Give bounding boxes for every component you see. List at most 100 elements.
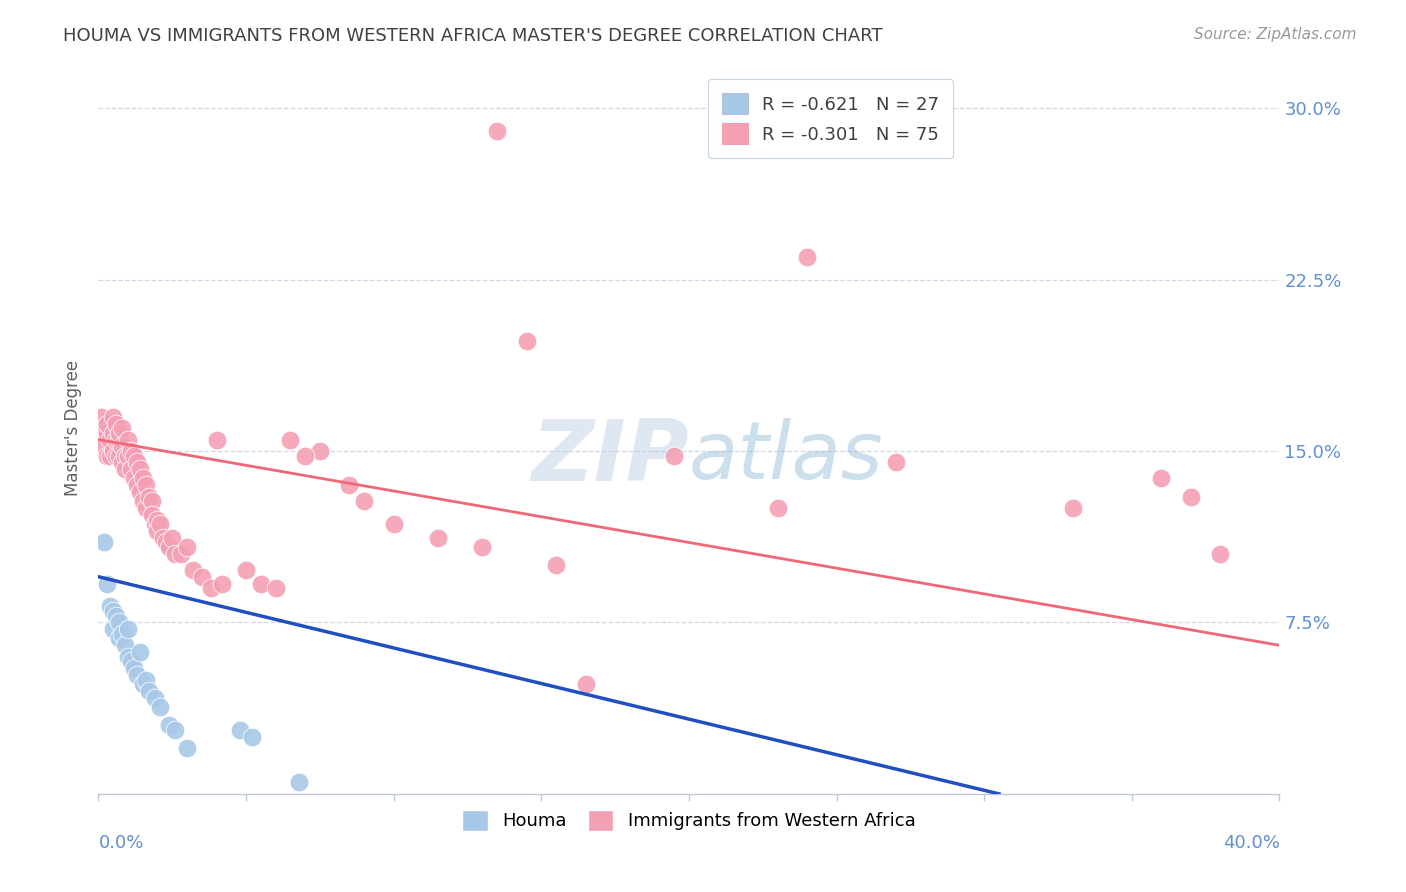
Point bbox=[96, 576, 118, 591]
Point bbox=[264, 581, 287, 595]
Point bbox=[93, 421, 115, 435]
Point bbox=[157, 718, 180, 732]
Point bbox=[132, 471, 155, 485]
Text: Source: ZipAtlas.com: Source: ZipAtlas.com bbox=[1194, 27, 1357, 42]
Point bbox=[135, 501, 157, 516]
Point bbox=[229, 723, 252, 737]
Point bbox=[111, 455, 134, 469]
Point bbox=[96, 449, 118, 463]
Point bbox=[191, 570, 214, 584]
Point bbox=[309, 444, 332, 458]
Point bbox=[103, 409, 125, 424]
Point bbox=[120, 462, 142, 476]
Legend: Houma, Immigrants from Western Africa: Houma, Immigrants from Western Africa bbox=[453, 801, 925, 839]
Point bbox=[98, 449, 121, 463]
Y-axis label: Master's Degree: Master's Degree bbox=[65, 360, 83, 496]
Point bbox=[884, 455, 907, 469]
Point bbox=[294, 449, 316, 463]
Point bbox=[108, 632, 131, 646]
Point bbox=[141, 508, 163, 522]
Point bbox=[114, 462, 136, 476]
Point bbox=[96, 417, 118, 431]
Point bbox=[93, 535, 115, 549]
Point bbox=[165, 723, 187, 737]
Point bbox=[125, 478, 148, 492]
Point bbox=[125, 668, 148, 682]
Point bbox=[138, 490, 160, 504]
Point bbox=[1209, 547, 1232, 561]
Point bbox=[93, 440, 115, 454]
Point bbox=[471, 540, 494, 554]
Point bbox=[90, 409, 112, 424]
Point bbox=[138, 684, 160, 698]
Point bbox=[128, 462, 150, 476]
Point bbox=[103, 604, 125, 618]
Point bbox=[114, 638, 136, 652]
Point bbox=[132, 494, 155, 508]
Point bbox=[170, 547, 193, 561]
Point bbox=[146, 524, 169, 538]
Point bbox=[353, 494, 375, 508]
Point bbox=[143, 517, 166, 532]
Point bbox=[152, 531, 174, 545]
Point bbox=[120, 654, 142, 668]
Point bbox=[108, 425, 131, 440]
Point bbox=[105, 608, 128, 623]
Point bbox=[117, 449, 139, 463]
Text: atlas: atlas bbox=[689, 418, 884, 497]
Point bbox=[108, 449, 131, 463]
Point bbox=[1180, 490, 1202, 504]
Point bbox=[122, 661, 145, 675]
Point bbox=[96, 425, 118, 440]
Point bbox=[103, 623, 125, 637]
Point bbox=[516, 334, 538, 349]
Point bbox=[98, 599, 121, 614]
Point bbox=[122, 471, 145, 485]
Point bbox=[135, 478, 157, 492]
Point bbox=[98, 433, 121, 447]
Point bbox=[176, 741, 198, 756]
Point bbox=[111, 421, 134, 435]
Point bbox=[155, 535, 177, 549]
Point bbox=[664, 449, 686, 463]
Point bbox=[157, 540, 180, 554]
Text: HOUMA VS IMMIGRANTS FROM WESTERN AFRICA MASTER'S DEGREE CORRELATION CHART: HOUMA VS IMMIGRANTS FROM WESTERN AFRICA … bbox=[63, 27, 883, 45]
Point bbox=[165, 547, 187, 561]
Point bbox=[149, 700, 172, 714]
Point bbox=[486, 124, 509, 138]
Point bbox=[105, 449, 128, 463]
Point bbox=[1150, 471, 1173, 485]
Point bbox=[108, 615, 131, 630]
Point bbox=[141, 494, 163, 508]
Point bbox=[162, 531, 183, 545]
Point bbox=[105, 433, 128, 447]
Point bbox=[240, 730, 263, 744]
Text: 40.0%: 40.0% bbox=[1223, 834, 1279, 852]
Point bbox=[122, 449, 145, 463]
Point bbox=[108, 433, 131, 447]
Point bbox=[288, 775, 311, 789]
Point bbox=[120, 444, 142, 458]
Point bbox=[132, 677, 155, 691]
Point bbox=[111, 627, 134, 641]
Point bbox=[235, 563, 257, 577]
Point bbox=[114, 449, 136, 463]
Point bbox=[427, 531, 450, 545]
Point bbox=[105, 417, 128, 431]
Point bbox=[575, 677, 598, 691]
Point bbox=[280, 433, 302, 447]
Point bbox=[117, 623, 139, 637]
Point bbox=[339, 478, 361, 492]
Point bbox=[211, 576, 233, 591]
Point bbox=[125, 455, 148, 469]
Point bbox=[135, 673, 157, 687]
Point bbox=[205, 433, 228, 447]
Point bbox=[103, 444, 125, 458]
Text: ZIP: ZIP bbox=[531, 416, 689, 499]
Point bbox=[149, 517, 172, 532]
Point bbox=[117, 649, 139, 664]
Point bbox=[176, 540, 198, 554]
Point bbox=[1062, 501, 1084, 516]
Point bbox=[103, 425, 125, 440]
Text: 0.0%: 0.0% bbox=[98, 834, 143, 852]
